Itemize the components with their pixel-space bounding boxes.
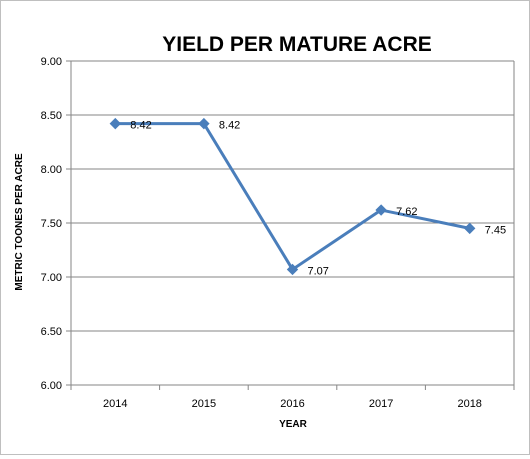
series-line <box>113 122 472 271</box>
y-tick-label: 8.00 <box>41 164 62 176</box>
series-group <box>109 117 476 276</box>
x-axis-ticks: 2014 2015 2016 2017 2018 <box>70 385 515 410</box>
y-tick-label: 6.50 <box>41 326 62 338</box>
data-labels: 8.42 8.42 7.07 7.62 7.45 <box>130 120 506 278</box>
data-point-marker <box>463 222 476 235</box>
y-tick-label: 9.00 <box>41 56 62 68</box>
x-tick-label: 2015 <box>192 398 216 410</box>
data-label: 7.45 <box>485 224 506 236</box>
data-point-marker <box>109 117 122 130</box>
data-point-marker <box>198 117 210 130</box>
gridlines <box>71 60 514 386</box>
data-label: 7.62 <box>396 206 417 218</box>
data-point-marker <box>375 204 387 216</box>
x-tick-label: 2018 <box>457 398 481 410</box>
x-axis-title: YEAR <box>279 419 308 430</box>
y-tick-label: 8.50 <box>41 110 62 122</box>
data-point-marker <box>286 263 299 276</box>
x-tick-label: 2014 <box>103 398 127 410</box>
y-axis-title: METRIC TOONES PER ACRE <box>14 153 25 291</box>
data-label: 8.42 <box>219 120 240 132</box>
x-tick-label: 2017 <box>369 398 393 410</box>
data-label: 8.42 <box>130 120 151 132</box>
y-tick-label: 7.50 <box>41 218 62 230</box>
data-label: 7.07 <box>308 265 329 277</box>
y-axis-ticks: 6.00 6.50 7.00 7.50 8.00 8.50 9.00 <box>41 56 71 392</box>
chart-title: YIELD PER MATURE ACRE <box>162 33 432 56</box>
y-tick-label: 7.00 <box>41 272 62 284</box>
x-tick-label: 2016 <box>280 398 304 410</box>
y-tick-label: 6.00 <box>41 380 62 392</box>
